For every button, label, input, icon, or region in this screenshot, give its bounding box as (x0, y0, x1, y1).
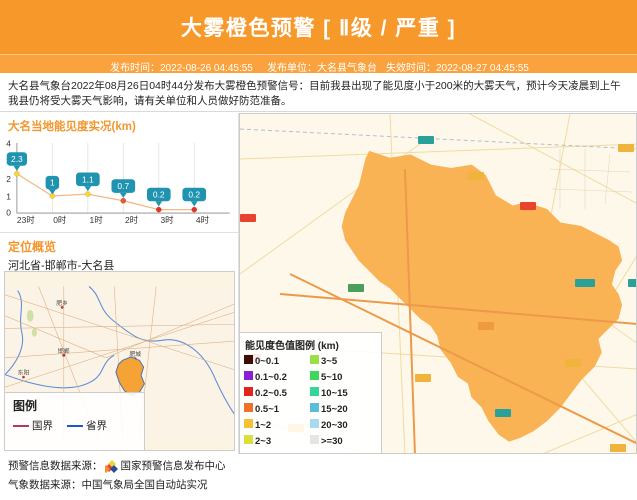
svg-text:1: 1 (50, 178, 55, 188)
svg-text:4: 4 (6, 138, 11, 148)
svg-text:1: 1 (6, 192, 11, 202)
svg-text:2.3: 2.3 (11, 154, 23, 164)
svg-text:0时: 0时 (53, 215, 67, 225)
svg-text:0.2: 0.2 (153, 189, 165, 199)
svg-text:东阳: 东阳 (18, 369, 30, 377)
svg-text:23时: 23时 (17, 215, 35, 225)
svg-text:0.2: 0.2 (188, 189, 200, 199)
svg-text:0.7: 0.7 (117, 181, 129, 191)
svg-text:2: 2 (6, 174, 11, 184)
svg-text:1.1: 1.1 (82, 174, 94, 184)
svg-text:2时: 2时 (125, 215, 139, 225)
svg-text:邯郸: 邯郸 (58, 347, 70, 355)
svg-text:4时: 4时 (196, 215, 210, 225)
svg-text:肥乡: 肥乡 (56, 300, 68, 307)
svg-text:0: 0 (6, 208, 11, 218)
svg-text:3时: 3时 (160, 215, 174, 225)
svg-text:1时: 1时 (90, 215, 104, 225)
